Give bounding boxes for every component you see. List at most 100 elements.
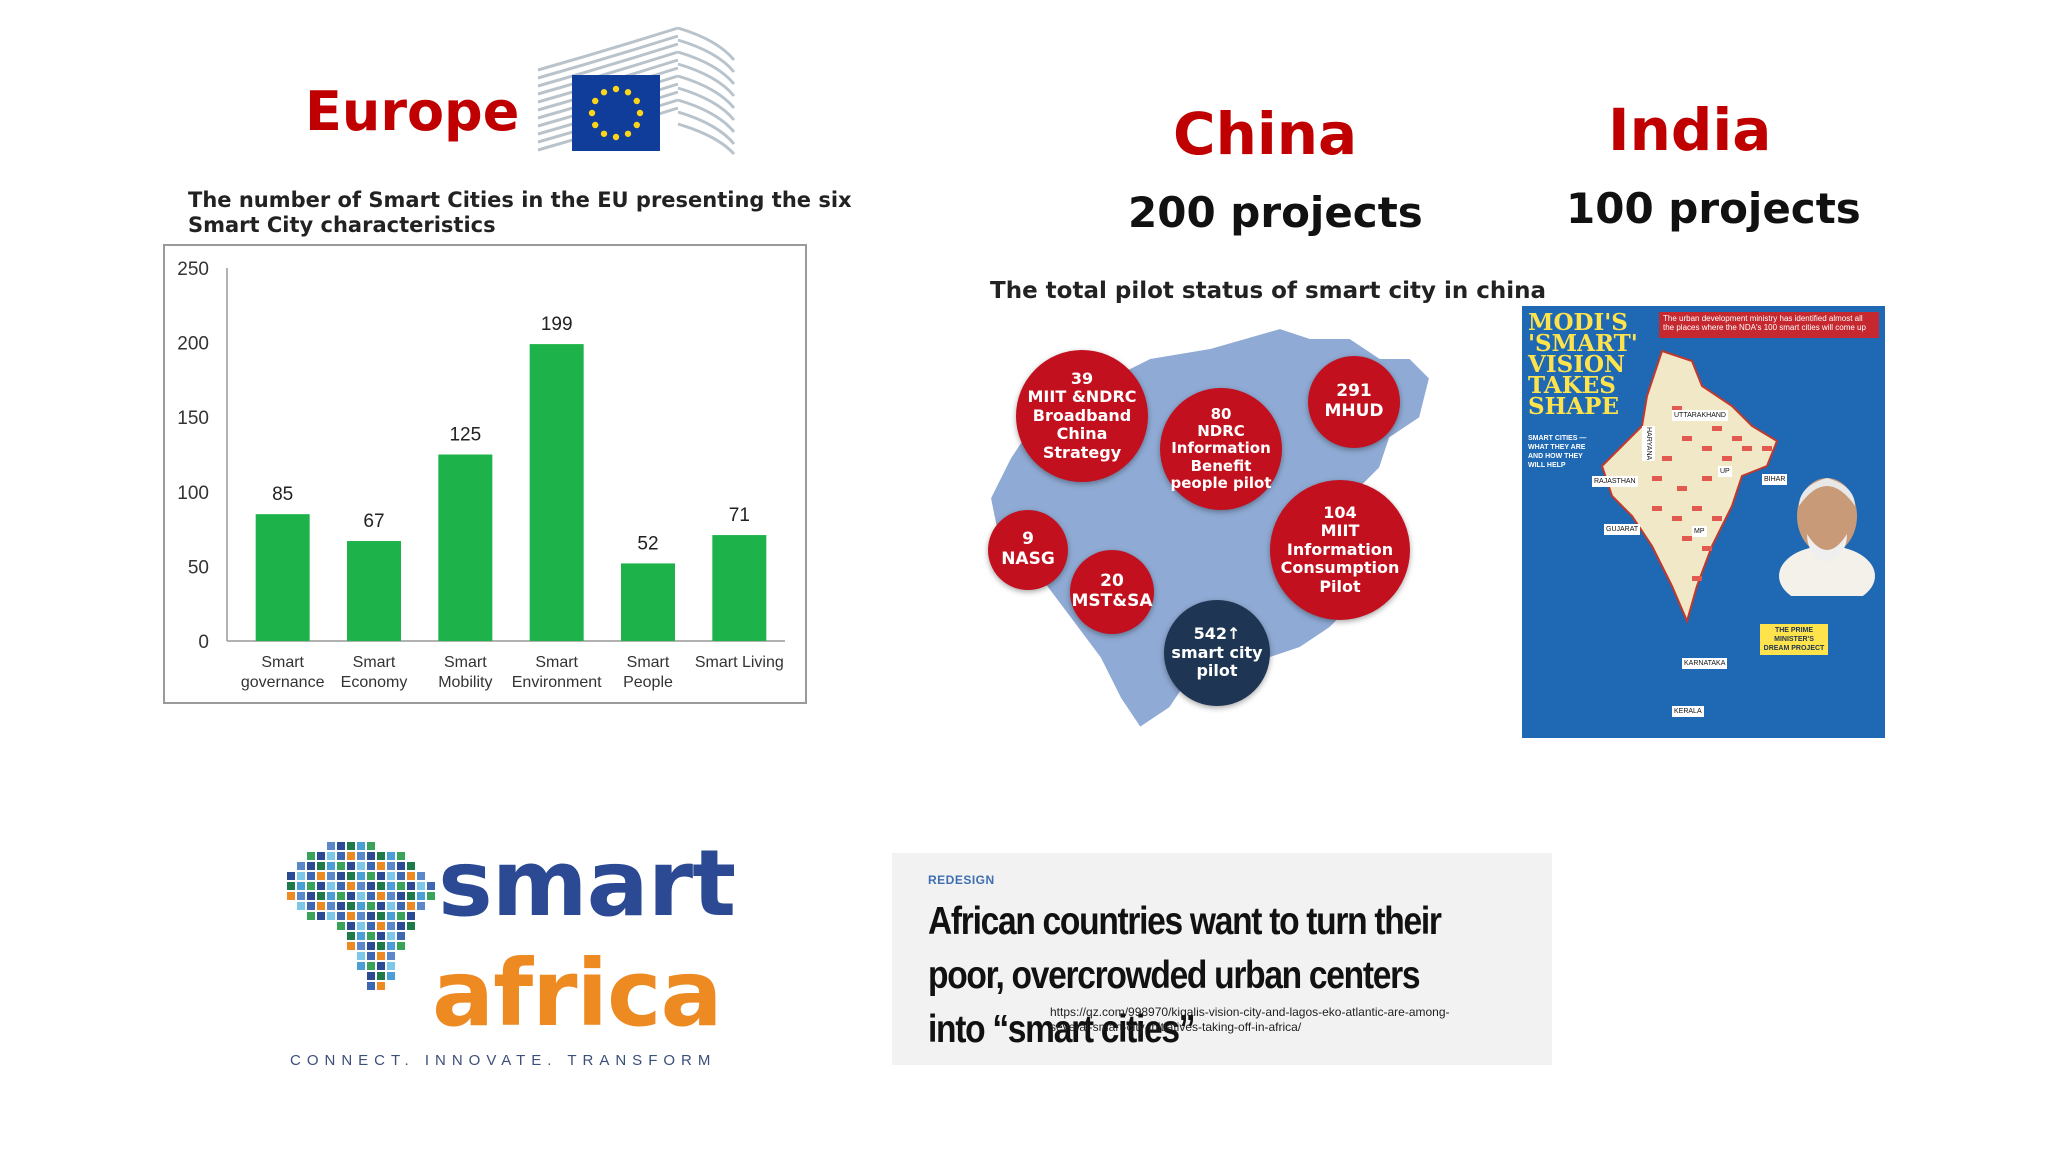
mosaic-tile [307, 862, 315, 870]
mosaic-tile [307, 872, 315, 880]
mosaic-tile [387, 902, 395, 910]
africa-tagline: CONNECT. INNOVATE. TRANSFORM [290, 1052, 717, 1069]
mosaic-tile [287, 892, 295, 900]
mosaic-tile [357, 872, 365, 880]
mosaic-tile [357, 952, 365, 960]
mosaic-tile [397, 872, 405, 880]
mosaic-tile [407, 882, 415, 890]
mosaic-tile [387, 952, 395, 960]
poster-city-marker [1672, 406, 1682, 411]
bar-value-label: 125 [449, 425, 481, 446]
mosaic-tile [377, 862, 385, 870]
eu-chart-frame: 0 50 100 150 200 250 85 Smart governance 67 Smart E… [163, 244, 807, 704]
mosaic-tile [337, 922, 345, 930]
mosaic-tile [317, 872, 325, 880]
mosaic-tile [297, 872, 305, 880]
china-title: China [1173, 100, 1358, 168]
bar [529, 344, 584, 641]
mosaic-tile [307, 882, 315, 890]
europe-title: Europe [305, 80, 520, 143]
africa-logo-smart: smart [438, 830, 736, 937]
mosaic-tile [387, 882, 395, 890]
mosaic-tile [387, 972, 395, 980]
mosaic-tile [307, 852, 315, 860]
mosaic-tile [337, 872, 345, 880]
mosaic-tile [327, 852, 335, 860]
eu-star [633, 97, 640, 105]
bar [347, 541, 401, 641]
y-tick-label: 150 [177, 408, 209, 429]
mosaic-tile [337, 902, 345, 910]
poster-state-gujarat: GUJARAT [1604, 524, 1641, 535]
mosaic-tile [357, 932, 365, 940]
mosaic-tile [337, 852, 345, 860]
poster-banner: The urban development ministry has ident… [1659, 312, 1879, 338]
mosaic-tile [427, 882, 435, 890]
mosaic-tile [367, 922, 375, 930]
mosaic-tile [377, 882, 385, 890]
poster-city-marker [1677, 486, 1687, 491]
poster-city-marker [1742, 446, 1752, 451]
africa-logo-africa: africa [432, 940, 723, 1047]
eu-star [636, 109, 644, 117]
mosaic-tile [397, 942, 405, 950]
poster-city-marker [1672, 516, 1682, 521]
mosaic-tile [377, 912, 385, 920]
mosaic-tile [307, 912, 315, 920]
mosaic-tile [347, 842, 355, 850]
mosaic-tile [407, 922, 415, 930]
article-card[interactable]: REDESIGN African countries want to turn … [892, 853, 1552, 1065]
mosaic-tile [387, 862, 395, 870]
mosaic-tile [377, 942, 385, 950]
mosaic-tile [327, 912, 335, 920]
poster-state-karnataka: KARNATAKA [1682, 658, 1728, 669]
mosaic-tile [407, 872, 415, 880]
mosaic-tile [357, 962, 365, 970]
poster-headline: MODI'S 'SMART' VISION TAKES SHAPE [1528, 309, 1638, 420]
mosaic-tile [317, 912, 325, 920]
mosaic-tile [387, 932, 395, 940]
article-headline[interactable]: African countries want to turn their poo… [928, 900, 1442, 1051]
mosaic-tile [387, 962, 395, 970]
mosaic-tile [377, 892, 385, 900]
china-bubble-nasg: 9 NASG [988, 510, 1068, 590]
mosaic-tile [377, 902, 385, 910]
mosaic-tile [397, 892, 405, 900]
mosaic-tile [367, 892, 375, 900]
article-url[interactable]: https://qz.com/998970/kigalis-vision-cit… [1050, 1005, 1450, 1034]
poster-state-haryana: HARYANA [1642, 426, 1655, 462]
eu-star [633, 121, 640, 129]
mosaic-tile [327, 882, 335, 890]
mosaic-tile [387, 892, 395, 900]
mosaic-tile [397, 932, 405, 940]
mosaic-tile [357, 902, 365, 910]
poster-state-rajasthan: RAJASTHAN [1592, 476, 1638, 487]
poster-state-uttarakhand: UTTARAKHAND [1672, 410, 1728, 421]
mosaic-tile [407, 892, 415, 900]
poster-state-up: UP [1718, 466, 1732, 477]
x-tick-label: Smart Mobility [438, 654, 492, 691]
mosaic-tile [387, 942, 395, 950]
mosaic-tile [317, 862, 325, 870]
bar-value-label: 85 [272, 484, 293, 505]
mosaic-tile [367, 902, 375, 910]
poster-city-marker [1762, 446, 1772, 451]
mosaic-tile [367, 872, 375, 880]
bar-value-label: 199 [541, 314, 573, 335]
mosaic-tile [377, 982, 385, 990]
mosaic-tile [327, 892, 335, 900]
mosaic-tile [367, 862, 375, 870]
mosaic-tile [387, 922, 395, 930]
eu-bar-chart: 0 50 100 150 200 250 85 Smart governance 67 Smart E… [177, 259, 785, 691]
eu-star [600, 89, 608, 96]
mosaic-tile [417, 892, 425, 900]
poster-state-kerala: KERALA [1672, 706, 1704, 717]
eu-star [592, 97, 599, 105]
mosaic-tile [347, 902, 355, 910]
mosaic-tile [337, 862, 345, 870]
mosaic-tile [377, 972, 385, 980]
mosaic-tile [367, 962, 375, 970]
mosaic-tile [327, 902, 335, 910]
mosaic-tile [357, 922, 365, 930]
article-kicker: REDESIGN [928, 873, 995, 887]
